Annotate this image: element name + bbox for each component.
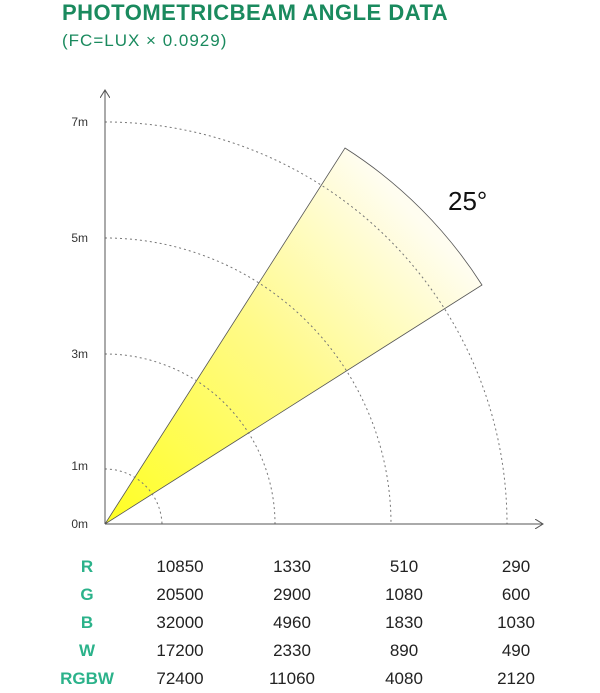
beam-cone: [104, 147, 483, 525]
distance-label: 1m: [71, 459, 88, 473]
table-cell: 890: [389, 641, 419, 660]
table-row: B 32000 4960 1830 1030: [50, 609, 572, 637]
table-cell: 4080: [385, 669, 423, 688]
table-row: G 20500 2900 1080 600: [50, 581, 572, 609]
row-label: W: [78, 641, 96, 660]
table-cell: 2900: [273, 585, 311, 604]
table-cell: 1080: [385, 585, 423, 604]
table-cell: 1330: [273, 557, 311, 576]
table-cell: 4960: [273, 613, 311, 632]
distance-arc-5m: [104, 237, 392, 525]
table-cell: 490: [501, 641, 531, 660]
table-cell: 11060: [268, 669, 315, 688]
row-label: RGBW: [60, 669, 114, 688]
table-row: RGBW 72400 11060 4080 2120: [50, 665, 572, 693]
table-cell: 10850: [156, 557, 204, 576]
table-cell: 510: [389, 557, 419, 576]
table-cell: 1030: [497, 613, 535, 632]
table-cell: 290: [501, 557, 531, 576]
beam-angle-diagram: 0m 1m 3m 5m 7m 25°: [71, 0, 600, 531]
table-cell: 72400: [156, 669, 204, 688]
distance-label: 5m: [71, 231, 88, 245]
table-cell: 32000: [156, 613, 204, 632]
row-label: R: [80, 557, 94, 576]
table-cell: 17200: [156, 641, 204, 660]
distance-label: 7m: [71, 115, 88, 129]
beam-angle-label: 25°: [448, 186, 487, 216]
row-label: B: [80, 613, 94, 632]
page-subtitle: (FC=LUX × 0.0929): [62, 31, 228, 50]
row-label: G: [80, 585, 94, 604]
table-cell: 2330: [273, 641, 311, 660]
distance-label: 3m: [71, 347, 88, 361]
distance-arc-7m: [104, 121, 508, 525]
distance-arc-1m: [104, 468, 163, 525]
table-row: R 10850 1330 510 290: [50, 553, 572, 581]
distance-label: 0m: [71, 517, 88, 531]
page-title: PHOTOMETRICBEAM ANGLE DATA: [62, 0, 449, 25]
photometric-table: R 10850 1330 510 290 G 20500 2900 1080 6…: [50, 553, 572, 693]
table-cell: 600: [501, 585, 531, 604]
table-row: W 17200 2330 890 490: [50, 637, 572, 665]
table-cell: 1830: [385, 613, 423, 632]
table-cell: 2120: [497, 669, 535, 688]
table-cell: 20500: [156, 585, 204, 604]
